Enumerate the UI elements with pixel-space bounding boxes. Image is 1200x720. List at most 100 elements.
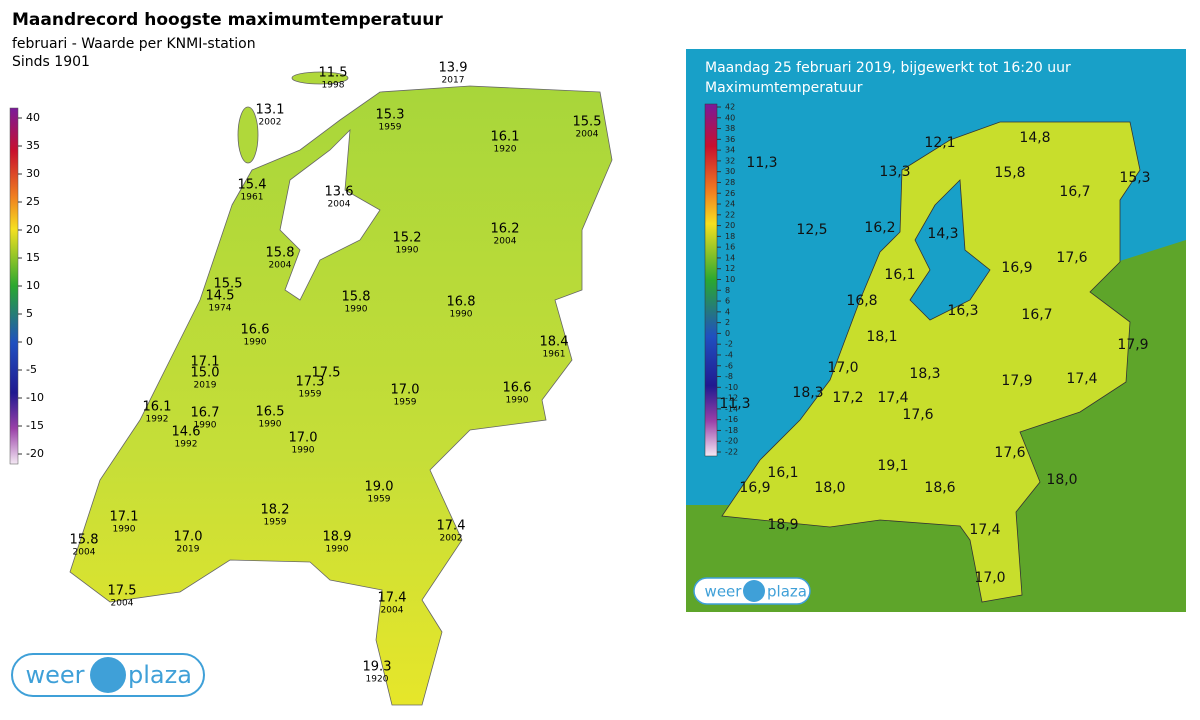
station-value: 16.1 xyxy=(143,400,172,415)
lake xyxy=(909,179,991,321)
station-year: 2004 xyxy=(381,606,404,616)
colorbar-label: -15 xyxy=(26,419,44,432)
station-value: 17.0 xyxy=(289,431,318,446)
station-year: 1920 xyxy=(366,675,389,685)
title: Maandrecord hoogste maximumtemperatuur xyxy=(12,10,443,30)
station-value: 18,1 xyxy=(866,329,897,345)
station-value: 15.0 xyxy=(191,366,220,381)
station-value: 16.6 xyxy=(503,381,532,396)
land xyxy=(69,85,613,706)
station-value: 11.5 xyxy=(319,66,348,81)
colorbar-label: 8 xyxy=(725,286,730,295)
station-value: 17,6 xyxy=(994,445,1025,461)
station-value: 14,3 xyxy=(927,226,958,242)
right-map: Maandag 25 februari 2019, bijgewerkt tot… xyxy=(686,49,1186,612)
station-year: 2002 xyxy=(440,534,463,544)
station-value: 16,2 xyxy=(864,220,895,236)
station-value: 12,1 xyxy=(924,135,955,151)
station-value: 15.3 xyxy=(376,108,405,123)
colorbar-label: 20 xyxy=(26,223,40,236)
colorbar xyxy=(9,107,19,465)
station-value: 13.1 xyxy=(256,103,285,118)
colorbar-label: 2 xyxy=(725,318,730,327)
colorbar-label: 38 xyxy=(725,124,735,133)
station-year: 1959 xyxy=(264,518,287,528)
station-value: 14,8 xyxy=(1019,130,1050,146)
colorbar-label: 10 xyxy=(26,279,40,292)
colorbar-label: 0 xyxy=(26,335,33,348)
station-value: 15.5 xyxy=(214,277,243,292)
colorbar-label: 25 xyxy=(26,195,40,208)
colorbar-label: 10 xyxy=(725,275,735,284)
station-value: 16,9 xyxy=(739,480,770,496)
colorbar-label: -16 xyxy=(725,415,738,424)
logo-text: plaza xyxy=(767,583,807,601)
station-value: 17.5 xyxy=(312,366,341,381)
island xyxy=(291,71,349,85)
colorbar-label: 26 xyxy=(725,189,735,198)
station-value: 17,6 xyxy=(902,407,933,423)
lake xyxy=(279,128,381,301)
station-value: 17.1 xyxy=(110,510,139,525)
colorbar-label: -20 xyxy=(26,447,44,460)
colorbar-label: 12 xyxy=(725,264,735,273)
colorbar-label: 14 xyxy=(725,253,735,262)
station-year: 1992 xyxy=(146,415,169,425)
station-value: 14.5 xyxy=(206,289,235,304)
station-year: 2004 xyxy=(73,548,96,558)
colorbar-label: 0 xyxy=(725,329,730,338)
station-value: 12,5 xyxy=(796,222,827,238)
logo: weer plaza xyxy=(693,577,811,605)
station-year: 1959 xyxy=(394,398,417,408)
station-value: 11,3 xyxy=(746,155,777,171)
colorbar-label: -2 xyxy=(725,340,733,349)
station-value: 18,3 xyxy=(792,385,823,401)
station-year: 1974 xyxy=(209,304,232,314)
station-value: 16,1 xyxy=(884,267,915,283)
station-value: 18.4 xyxy=(540,335,569,350)
colorbar-label: 34 xyxy=(725,146,735,155)
station-value: 16.7 xyxy=(191,406,220,421)
station-value: 17.3 xyxy=(296,375,325,390)
station-year: 1990 xyxy=(244,338,267,348)
station-year: 1998 xyxy=(322,81,345,91)
station-value: 18.9 xyxy=(323,530,352,545)
station-value: 16.2 xyxy=(491,222,520,237)
station-value: 17.0 xyxy=(391,383,420,398)
colorbar-label: 15 xyxy=(26,251,40,264)
colorbar-label: 35 xyxy=(26,139,40,152)
colorbar-label: -6 xyxy=(725,361,733,370)
station-value: 16,7 xyxy=(1021,307,1052,323)
subtitle: februari - Waarde per KNMI-station xyxy=(12,36,256,52)
station-value: 15.4 xyxy=(238,178,267,193)
station-value: 17,4 xyxy=(877,390,908,406)
station-value: 16,7 xyxy=(1059,184,1090,200)
station-value: 18,3 xyxy=(909,366,940,382)
station-value: 16,3 xyxy=(947,303,978,319)
title: Maandag 25 februari 2019, bijgewerkt tot… xyxy=(705,60,1071,76)
colorbar-label: -4 xyxy=(725,350,733,359)
station-value: 18.2 xyxy=(261,503,290,518)
station-year: 2019 xyxy=(177,545,200,555)
colorbar-label: 5 xyxy=(26,307,33,320)
station-value: 18,6 xyxy=(924,480,955,496)
station-year: 2017 xyxy=(442,76,465,86)
logo-text: plaza xyxy=(128,661,192,689)
station-value: 13.6 xyxy=(325,185,354,200)
colorbar-label: 18 xyxy=(725,232,735,241)
station-year: 1990 xyxy=(506,396,529,406)
station-year: 1992 xyxy=(175,440,198,450)
station-value: 19,1 xyxy=(877,458,908,474)
colorbar-label: -18 xyxy=(725,426,738,435)
station-year: 2002 xyxy=(259,118,282,128)
station-year: 1990 xyxy=(450,310,473,320)
logo-text: weer xyxy=(705,583,743,601)
station-year: 1990 xyxy=(194,421,217,431)
since: Sinds 1901 xyxy=(12,54,90,70)
station-value: 16.8 xyxy=(447,295,476,310)
station-value: 18,9 xyxy=(767,517,798,533)
land xyxy=(721,121,1141,603)
station-value: 17,9 xyxy=(1117,337,1148,353)
colorbar-label: 4 xyxy=(725,307,730,316)
